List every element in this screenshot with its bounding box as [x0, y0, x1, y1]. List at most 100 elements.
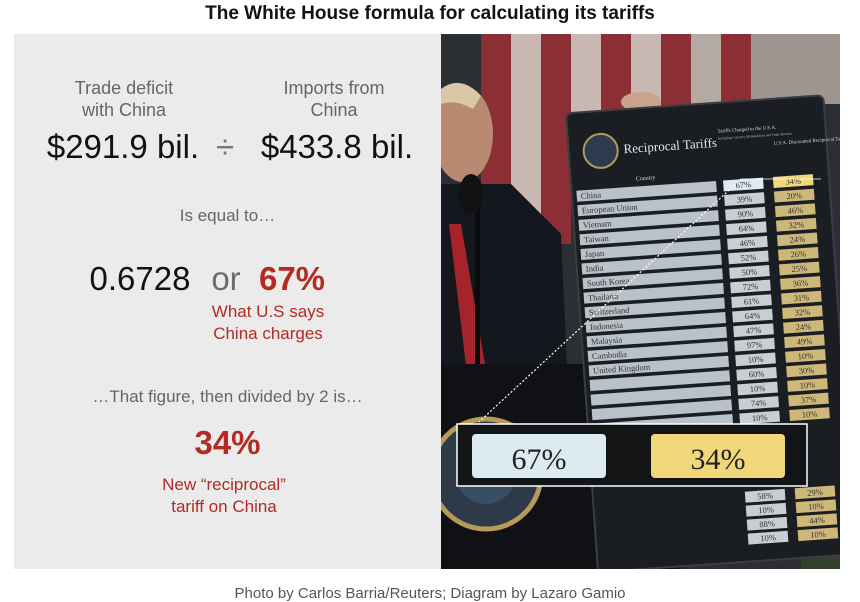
charged-cell — [746, 516, 788, 531]
board-lower-rows: 58% 29% 10% 10% 88% 44% 10% 10% — [744, 485, 839, 545]
discounted-value: 10% — [808, 501, 824, 512]
imports-label: Imports from China — [264, 77, 404, 121]
discounted-cell — [795, 499, 837, 514]
charged-value: 74% — [751, 397, 767, 408]
charged-cell — [735, 352, 776, 367]
country-cell — [579, 224, 720, 246]
equals-text: Is equal to… — [179, 206, 276, 225]
flag-stripe — [661, 34, 691, 114]
country-name: Switzerland — [589, 305, 631, 318]
discounted-cell — [784, 334, 825, 349]
discounted-value: 10% — [810, 529, 826, 540]
discounted-value: 37% — [800, 394, 816, 405]
discounted-value: 20% — [786, 190, 802, 201]
board-row: China 67% 34% — [576, 174, 814, 202]
board-row: 88% 44% — [746, 513, 838, 531]
charged-value: 47% — [745, 325, 761, 336]
percent-value: 67% — [258, 260, 326, 297]
charged-value: 88% — [759, 518, 775, 529]
col-charged-subheader: Including Currency Manipulation and Trad… — [718, 132, 793, 141]
discounted-value: 30% — [798, 365, 814, 376]
charged-value: 10% — [747, 354, 763, 365]
charged-cell — [725, 206, 766, 221]
discounted-cell — [787, 378, 828, 392]
discounted-value: 44% — [809, 515, 825, 526]
discounted-value: 32% — [788, 219, 804, 230]
charged-cell — [733, 323, 774, 338]
discounted-cell — [774, 203, 816, 218]
zoom-charged-cell — [472, 434, 606, 478]
charged-value: 50% — [741, 266, 757, 277]
charged-cell — [734, 337, 775, 352]
charged-cell — [738, 396, 779, 410]
tariff-board-photo: Reciprocal Tariffs Country Tariffs Charg… — [441, 34, 840, 569]
discounted-cell — [772, 174, 814, 188]
board-row: 10% 10% — [590, 378, 828, 406]
zoom-connector-line — [478, 178, 742, 423]
country-cell — [577, 195, 718, 217]
result-caption-line1: New “reciprocal” — [162, 475, 286, 494]
country-cell — [576, 180, 717, 202]
flag-stripe — [751, 34, 840, 104]
charged-value: 64% — [744, 310, 760, 321]
board-row: Switzerland 61% 31% — [584, 290, 822, 319]
country-cell — [586, 326, 727, 348]
country-cell — [578, 210, 719, 231]
board-seal-icon — [582, 132, 619, 169]
board-row: Japan 46% 24% — [580, 232, 818, 260]
board-row: Vietnam 90% 46% — [578, 203, 816, 231]
board-heading: Reciprocal Tariffs — [623, 135, 717, 156]
charged-value: 10% — [752, 412, 768, 423]
country-cell — [589, 370, 731, 392]
discounted-value: 26% — [790, 248, 806, 259]
divided-text: …That figure, then divided by 2 is… — [92, 387, 363, 406]
board-row: 10% 10% — [747, 527, 839, 545]
charged-value: 90% — [737, 208, 753, 219]
deficit-label-line1: Trade deficit — [74, 78, 174, 98]
discounted-cell — [779, 261, 820, 276]
board-row: 60% 30% — [589, 363, 827, 392]
ratio-value: 0.6728 — [89, 260, 191, 297]
col-country-header: Country — [636, 175, 656, 182]
board-row: Cambodia 97% 49% — [587, 334, 825, 362]
country-cell — [581, 253, 722, 275]
discounted-cell — [776, 232, 818, 247]
discounted-cell — [780, 276, 821, 290]
board-row: European Union 39% 20% — [577, 188, 815, 217]
country-name: European Union — [581, 202, 638, 216]
country-name: South Korea — [587, 275, 631, 288]
charged-value: 61% — [743, 296, 759, 307]
country-name: United Kingdom — [593, 362, 651, 376]
discounted-cell — [785, 348, 826, 363]
or-word: or — [211, 260, 241, 297]
country-name: Indonesia — [590, 320, 624, 332]
country-cell — [591, 399, 733, 421]
charged-cell — [731, 294, 772, 308]
percent-caption-line1: What U.S says — [211, 302, 325, 321]
discounted-cell — [782, 305, 823, 320]
divide-symbol: ÷ — [215, 128, 235, 165]
board-rows: China 67% 34% European Union 39% 20% Vietnam 90… — [576, 174, 830, 435]
board-row: 58% 29% — [744, 485, 836, 503]
speaker-head — [441, 86, 493, 182]
discounted-value: 10% — [797, 350, 813, 361]
country-name: Cambodia — [592, 349, 628, 361]
board-row: United Kingdom 10% 10% — [588, 348, 826, 377]
discounted-value: 10% — [799, 379, 815, 390]
discounted-cell — [773, 188, 815, 203]
charged-cell — [736, 367, 777, 381]
discounted-value: 10% — [801, 409, 817, 420]
charged-value: 10% — [749, 383, 765, 394]
deficit-value: $291.9 bil. — [46, 128, 200, 165]
discounted-cell — [794, 485, 836, 500]
discounted-value: 31% — [793, 292, 809, 303]
charged-cell — [747, 530, 789, 545]
country-name: Taiwan — [583, 233, 609, 245]
discounted-value: 24% — [795, 321, 811, 332]
country-cell — [584, 297, 725, 319]
col-discounted-header: U.S.A. Discounted Reciprocal Tariffs — [773, 137, 840, 147]
charged-value: 97% — [746, 339, 762, 350]
country-cell — [590, 384, 732, 406]
country-cell — [585, 312, 726, 333]
